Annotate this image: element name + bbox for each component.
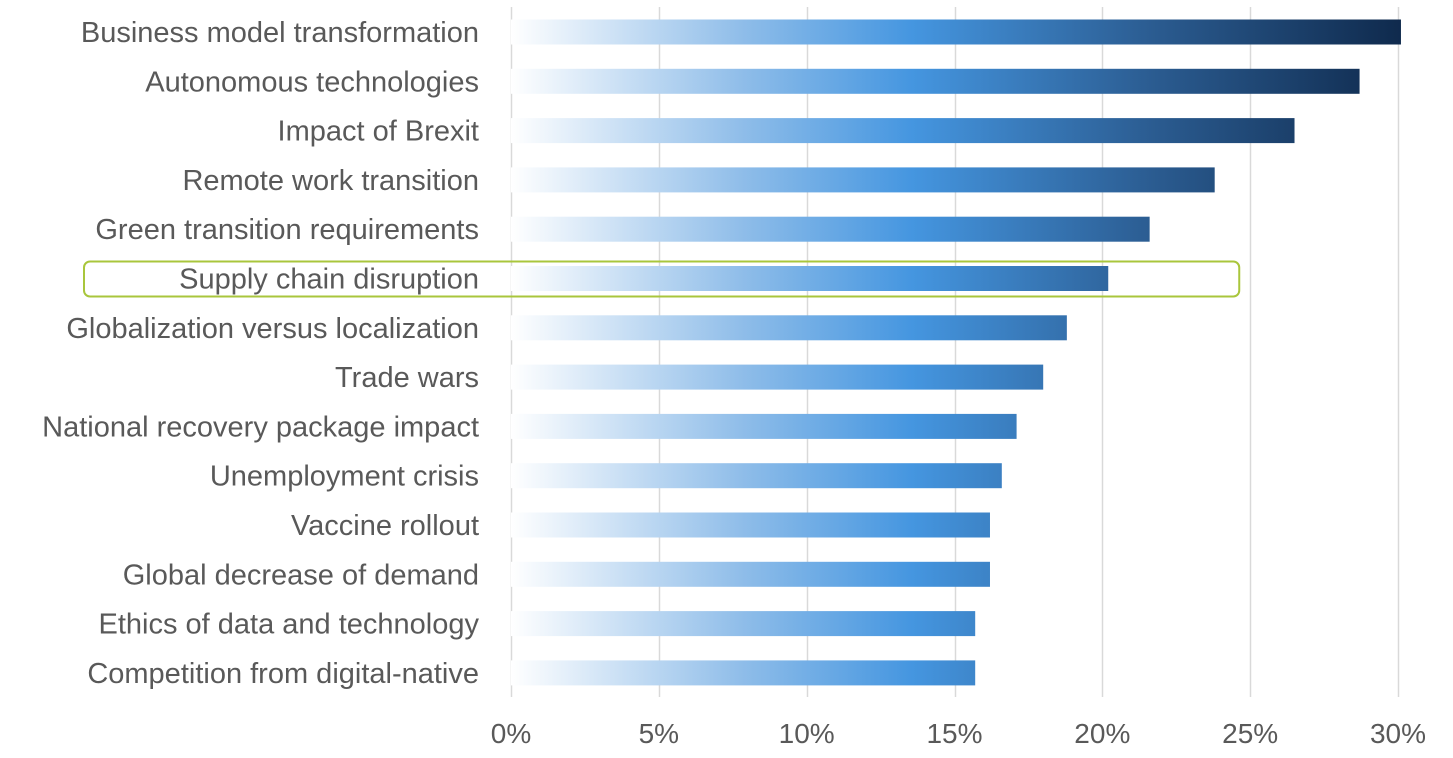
category-label-competition-from-digital-native: Competition from digital-native — [87, 658, 479, 690]
x-tick-label-0pct: 0% — [491, 718, 531, 749]
x-tick-label-30pct: 30% — [1370, 718, 1426, 749]
category-label-national-recovery-package-impact: National recovery package impact — [42, 411, 479, 443]
bars — [511, 19, 1401, 686]
bar-business-model-transformation — [511, 19, 1401, 45]
bar-competition-from-digital-native — [511, 660, 976, 686]
category-label-ethics-of-data-and-technology: Ethics of data and technology — [99, 609, 480, 641]
bar-trade-wars — [511, 364, 1044, 390]
category-label-trade-wars: Trade wars — [335, 362, 479, 394]
category-label-vaccine-rollout: Vaccine rollout — [291, 510, 479, 542]
x-tick-label-5pct: 5% — [639, 718, 679, 749]
bar-globalization-versus-localization — [511, 315, 1067, 341]
category-label-autonomous-technologies: Autonomous technologies — [145, 66, 479, 98]
x-tick-label-20pct: 20% — [1074, 718, 1130, 749]
bar-autonomous-technologies — [511, 68, 1360, 94]
category-label-impact-of-brexit: Impact of Brexit — [278, 116, 479, 148]
category-label-globalization-versus-localization: Globalization versus localization — [66, 313, 479, 345]
category-label-supply-chain-disruption: Supply chain disruption — [179, 264, 479, 296]
category-label-business-model-transformation: Business model transformation — [81, 17, 479, 49]
x-tick-label-25pct: 25% — [1222, 718, 1278, 749]
highlight — [83, 260, 1241, 298]
x-axis-ticks: 0% 5% 10% 15% 20% 25% 30% — [491, 718, 1426, 749]
bar-supply-chain-disruption — [511, 266, 1109, 291]
x-tick-label-15pct: 15% — [926, 718, 982, 749]
bar-green-transition-requirements — [511, 216, 1150, 242]
bar-remote-work-transition — [511, 167, 1215, 193]
bar-impact-of-brexit — [511, 118, 1295, 144]
category-label-unemployment-crisis: Unemployment crisis — [210, 461, 479, 493]
bar-unemployment-crisis — [511, 463, 1002, 489]
bar-global-decrease-of-demand — [511, 561, 990, 587]
grid-lines — [510, 7, 1400, 697]
category-label-global-decrease-of-demand: Global decrease of demand — [123, 559, 479, 591]
bar-vaccine-rollout — [511, 512, 990, 538]
category-label-green-transition-requirements: Green transition requirements — [95, 214, 479, 246]
highlight-box-supply-chain-disruption — [83, 260, 1241, 298]
bar-national-recovery-package-impact — [511, 413, 1017, 439]
category-label-remote-work-transition: Remote work transition — [182, 165, 479, 197]
bar-ethics-of-data-and-technology — [511, 611, 976, 637]
category-labels: Business model transformation Autonomous … — [42, 17, 479, 690]
x-tick-label-10pct: 10% — [779, 718, 835, 749]
